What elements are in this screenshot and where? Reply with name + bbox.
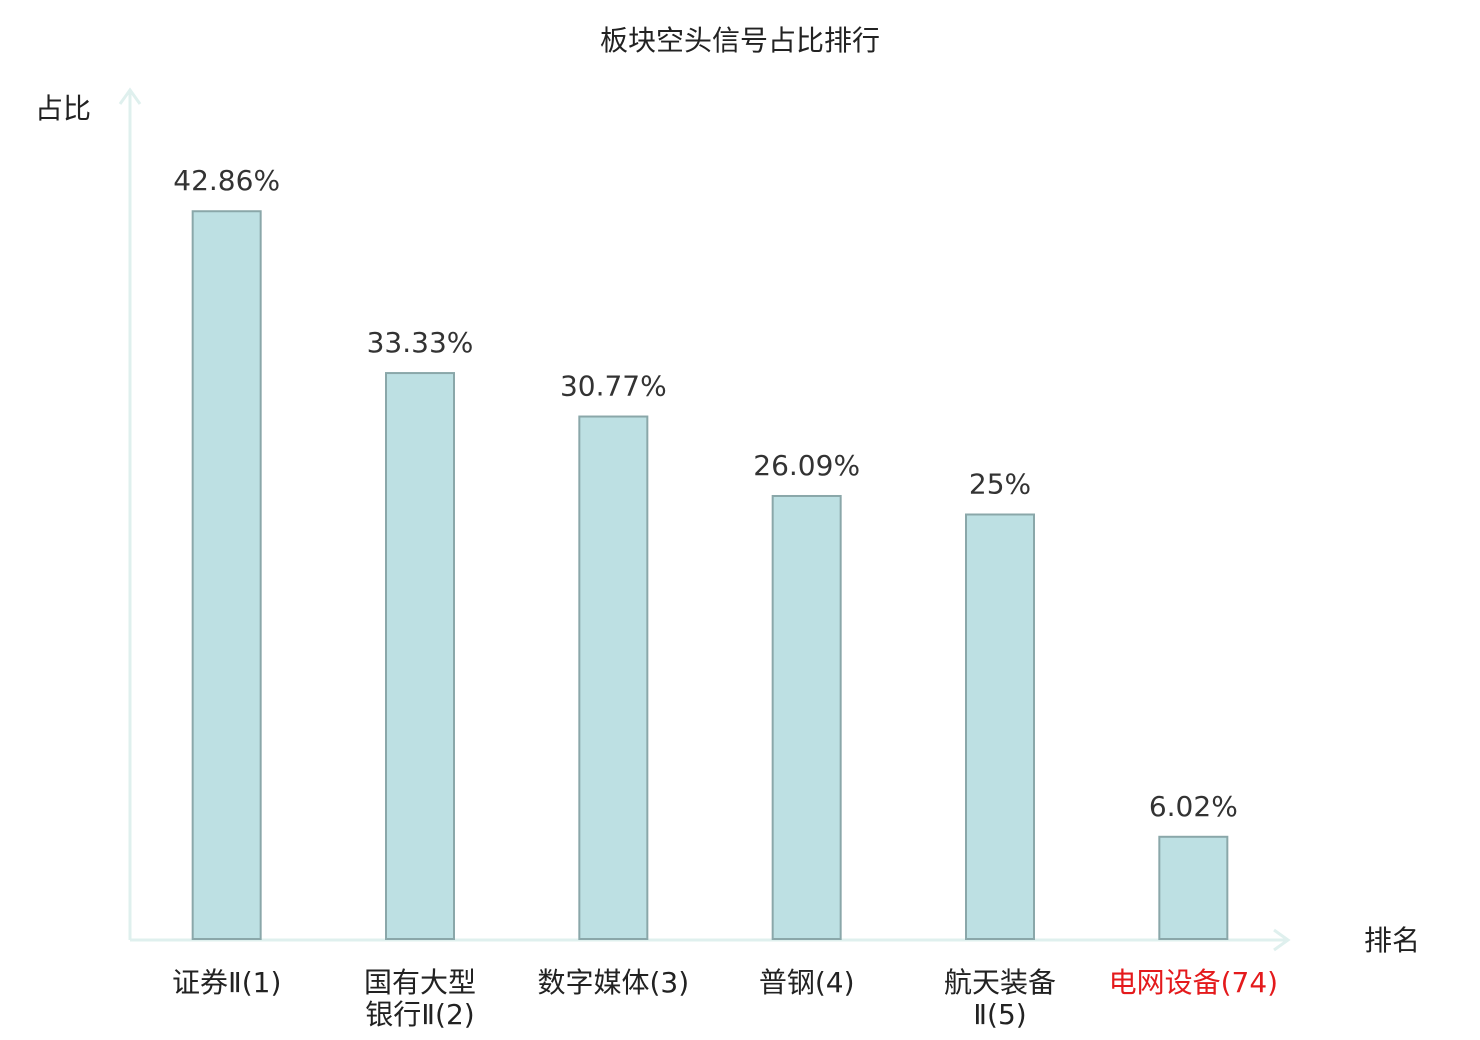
- x-tick-label: Ⅱ(5): [973, 998, 1026, 1031]
- x-tick-label: 数字媒体(3): [537, 966, 689, 999]
- value-label: 6.02%: [1149, 790, 1238, 823]
- x-axis-label: 排名: [1364, 924, 1420, 957]
- x-tick-label: 普钢(4): [759, 966, 855, 999]
- value-label: 42.86%: [173, 164, 280, 197]
- axes: [118, 87, 1291, 952]
- value-label: 25%: [969, 468, 1031, 501]
- bar: [191, 210, 262, 941]
- x-tick-label: 航天装备: [944, 966, 1056, 999]
- value-label: 33.33%: [367, 326, 474, 359]
- y-axis-label: 占比: [35, 92, 91, 125]
- chart-title: 板块空头信号占比排行: [600, 24, 880, 57]
- value-label: 30.77%: [560, 370, 667, 403]
- value-label: 26.09%: [753, 449, 860, 482]
- bar: [578, 415, 649, 940]
- x-tick-label: 电网设备(74): [1109, 966, 1278, 999]
- bar: [965, 513, 1035, 940]
- bar: [385, 372, 455, 941]
- y-axis-arrow: [118, 87, 142, 105]
- x-tick-label: 银行Ⅱ(2): [365, 998, 474, 1031]
- x-axis-arrow: [1273, 928, 1291, 952]
- bar: [1158, 835, 1229, 940]
- x-tick-label: 证券Ⅱ(1): [172, 966, 281, 999]
- bar: [771, 494, 842, 940]
- x-tick-label: 国有大型: [364, 966, 476, 999]
